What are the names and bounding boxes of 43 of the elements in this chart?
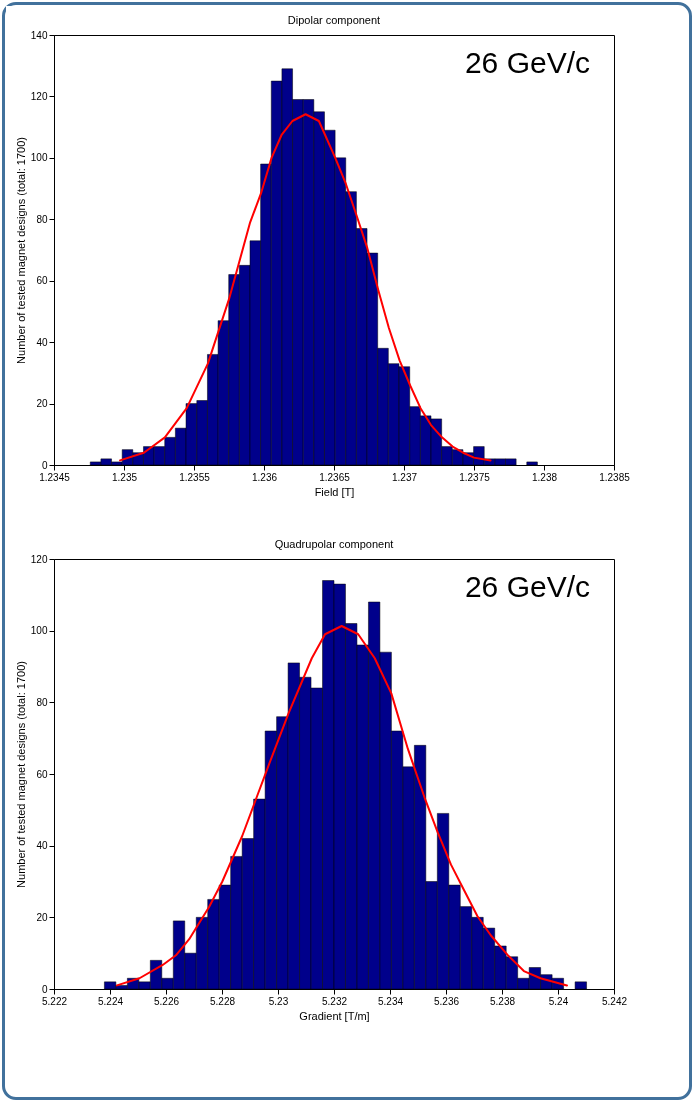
x-tick-label: 5.228	[209, 995, 236, 1007]
x-tick-label: 5.232	[321, 995, 348, 1007]
x-tick-label: 1.2365	[319, 471, 351, 483]
x-tick-label: 1.236	[251, 471, 278, 483]
y-tick-label: 20	[36, 398, 48, 410]
x-tick-label: 5.24	[548, 995, 569, 1007]
annotation: 26 GeV/c	[464, 46, 590, 79]
x-tick-label: 5.23	[268, 995, 289, 1007]
y-axis-title: Number of tested magnet designs (total: 1700)	[14, 661, 27, 888]
annotation: 26 GeV/c	[464, 570, 590, 603]
x-tick-label: 1.2345	[39, 471, 71, 483]
chart-title: Dipolar component	[287, 14, 381, 26]
x-tick-label: 5.242	[601, 995, 628, 1007]
y-tick-label: 80	[36, 696, 48, 708]
x-tick-label: 5.236	[433, 995, 460, 1007]
x-tick-label: 1.2375	[459, 471, 491, 483]
y-tick-label: 140	[30, 29, 48, 41]
x-tick-label: 5.238	[489, 995, 516, 1007]
chart-title: Quadrupolar component	[274, 538, 394, 550]
x-tick-label: 1.235	[111, 471, 138, 483]
y-tick-label: 120	[30, 553, 48, 565]
x-tick-label: 5.226	[153, 995, 180, 1007]
x-tick-label: 1.238	[531, 471, 558, 483]
y-tick-label: 40	[36, 336, 48, 348]
y-tick-label: 60	[36, 275, 48, 287]
x-axis-title: Field [T]	[314, 485, 355, 498]
x-tick-label: 1.2355	[179, 471, 211, 483]
x-tick-label: 1.2385	[599, 471, 631, 483]
y-tick-label: 0	[41, 459, 48, 471]
y-tick-label: 100	[30, 152, 48, 164]
y-tick-label: 120	[30, 90, 48, 102]
x-tick-label: 5.224	[97, 995, 124, 1007]
y-tick-label: 100	[30, 625, 48, 637]
x-tick-label: 5.222	[41, 995, 68, 1007]
x-axis-title: Gradient [T/m]	[299, 1009, 370, 1022]
x-tick-label: 5.234	[377, 995, 404, 1007]
y-axis-title: Number of tested magnet designs (total: 1700)	[14, 137, 27, 364]
y-tick-label: 80	[36, 213, 48, 225]
y-tick-label: 20	[36, 911, 48, 923]
y-tick-label: 60	[36, 768, 48, 780]
x-tick-label: 1.237	[391, 471, 418, 483]
y-tick-label: 40	[36, 840, 48, 852]
y-tick-label: 0	[41, 983, 48, 995]
